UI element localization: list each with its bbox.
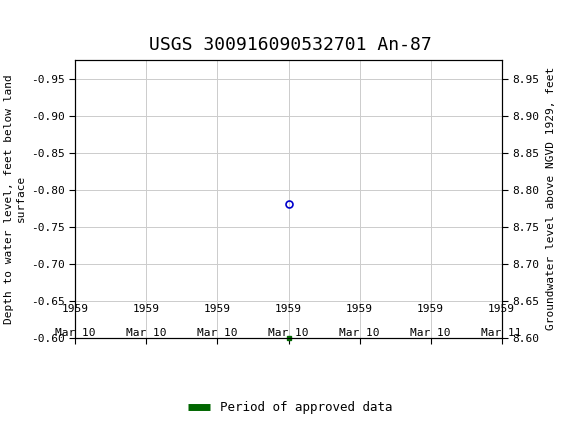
- Text: Mar 10: Mar 10: [55, 328, 96, 338]
- Y-axis label: Groundwater level above NGVD 1929, feet: Groundwater level above NGVD 1929, feet: [546, 67, 556, 331]
- Text: ▓USGS: ▓USGS: [7, 12, 87, 33]
- Text: Mar 10: Mar 10: [126, 328, 166, 338]
- Text: 1959: 1959: [133, 304, 160, 314]
- Text: Mar 10: Mar 10: [197, 328, 238, 338]
- Text: 1959: 1959: [204, 304, 231, 314]
- Text: 1959: 1959: [62, 304, 89, 314]
- Text: 1959: 1959: [417, 304, 444, 314]
- Text: USGS 300916090532701 An-87: USGS 300916090532701 An-87: [148, 36, 432, 54]
- Text: Mar 11: Mar 11: [481, 328, 522, 338]
- Text: 1959: 1959: [275, 304, 302, 314]
- Text: Mar 10: Mar 10: [411, 328, 451, 338]
- Text: 1959: 1959: [488, 304, 515, 314]
- Text: Mar 10: Mar 10: [269, 328, 309, 338]
- Text: Mar 10: Mar 10: [339, 328, 380, 338]
- Legend: Period of approved data: Period of approved data: [183, 396, 397, 419]
- Y-axis label: Depth to water level, feet below land
surface: Depth to water level, feet below land su…: [4, 74, 26, 324]
- Text: 1959: 1959: [346, 304, 373, 314]
